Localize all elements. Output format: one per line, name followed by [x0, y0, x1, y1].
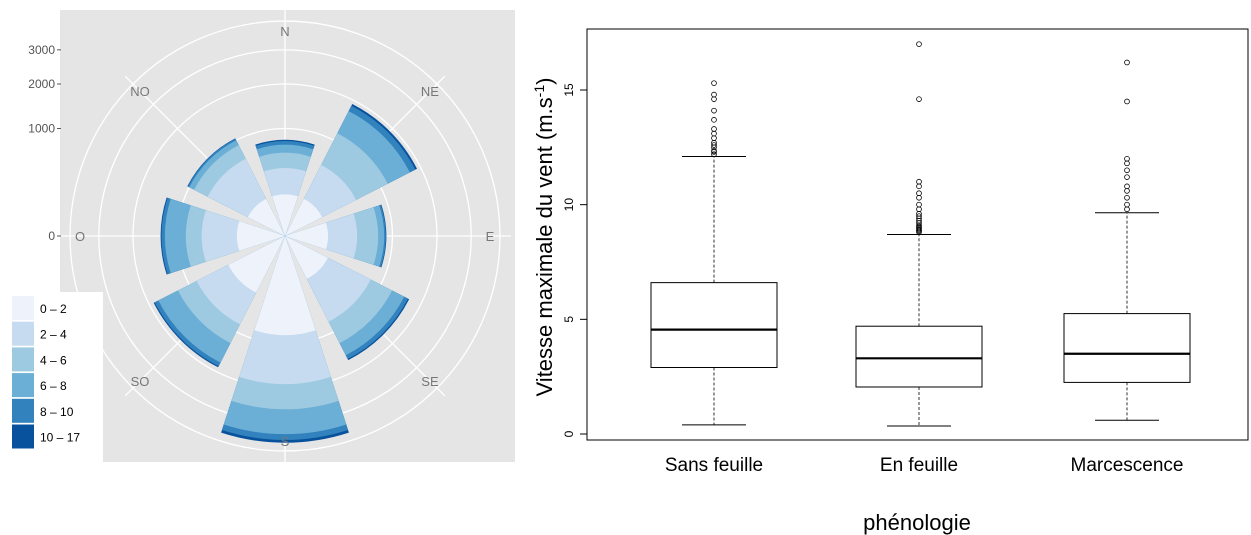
outlier-point [916, 41, 922, 47]
box-2 [1063, 59, 1191, 421]
outlier-point [711, 80, 717, 86]
boxplot-chart: 0 5 10 15 Sans feuille En feuille Marcescence… [531, 28, 1249, 535]
wedge-E-class-0 [285, 222, 328, 250]
x-axis-title: phénologie [863, 510, 971, 535]
y-tick-label: 0 [562, 430, 576, 437]
radial-tick-label: 3000 [28, 43, 55, 57]
legend-label: 4 – 6 [40, 353, 67, 367]
outlier-point [916, 213, 922, 219]
outlier-point [1124, 206, 1130, 213]
direction-label-O: O [75, 229, 85, 244]
iqr-box [855, 325, 983, 388]
wind-rose-wedges [153, 103, 418, 443]
legend-swatch [12, 398, 34, 423]
outlier-point [711, 135, 717, 141]
outlier-point [916, 190, 922, 197]
outlier-point [1124, 174, 1130, 180]
outlier-point [916, 96, 922, 102]
wedge-O-class-0 [236, 221, 285, 251]
direction-label-SE: SE [421, 374, 439, 389]
y-axis-title-end: ) [532, 78, 557, 85]
y-tick-label: 10 [562, 198, 576, 212]
wedge-NE-class-0 [285, 198, 323, 236]
wedge-S-class-0 [254, 236, 316, 336]
x-category-label: Sans feuille [665, 455, 763, 476]
outlier-point [711, 130, 717, 137]
direction-label-SO: SO [131, 374, 150, 389]
outlier-point [1124, 59, 1130, 66]
direction-label-NE: NE [421, 84, 439, 99]
outlier-point [1124, 160, 1130, 167]
wedge-SE-class-0 [285, 236, 328, 279]
legend-swatch [12, 373, 34, 398]
y-axis: 0 5 10 15 [562, 83, 588, 437]
outlier-point [711, 107, 717, 114]
box-1 [855, 41, 983, 427]
outlier-point [711, 151, 717, 158]
outlier-point [711, 117, 717, 123]
outlier-point [711, 142, 717, 148]
direction-label-S: S [281, 434, 290, 449]
wind-rose-radial-ticks: 0 1000 2000 3000 [28, 43, 61, 243]
legend-swatch [12, 424, 34, 449]
boxes [650, 41, 1191, 427]
radial-tick-label: 1000 [28, 122, 55, 136]
y-axis-title-superscript: -1 [531, 85, 547, 98]
outlier-point [711, 96, 717, 102]
legend-label: 2 – 4 [40, 328, 67, 342]
legend-label: 8 – 10 [40, 405, 74, 419]
direction-label-NO: NO [130, 84, 150, 99]
outlier-point [916, 178, 922, 185]
y-tick-label: 15 [562, 83, 576, 97]
outlier-point [1124, 183, 1130, 190]
direction-label-N: N [280, 24, 289, 39]
outlier-point [916, 201, 922, 208]
outlier-point [1124, 188, 1130, 194]
x-category-label: En feuille [880, 455, 958, 476]
outlier-point [1124, 194, 1130, 201]
box-0 [650, 80, 778, 426]
outlier-point [1124, 201, 1130, 208]
legend-label: 10 – 17 [40, 431, 80, 445]
wedge-N-class-0 [272, 194, 298, 236]
outlier-point [711, 126, 717, 132]
outlier-point [916, 183, 922, 190]
x-category-label: Marcescence [1071, 455, 1184, 476]
outlier-point [1124, 156, 1130, 162]
outlier-point [1124, 98, 1130, 105]
wind-rose-legend: 0 – 2 2 – 4 4 – 6 6 – 8 8 – 10 10 – 17 [10, 292, 103, 462]
outlier-point [711, 91, 717, 98]
outlier-point [1124, 167, 1130, 174]
outlier-point [711, 147, 717, 154]
legend-swatch [12, 296, 34, 320]
outlier-point [916, 194, 922, 201]
direction-label-E: E [486, 229, 495, 244]
wedge-SO-class-0 [228, 236, 285, 293]
x-axis-labels: Sans feuille En feuille Marcescence [665, 455, 1184, 476]
iqr-box [650, 282, 778, 368]
wind-rose-direction-labels: N NE E SE S SO O NO [75, 24, 495, 449]
outlier-point [916, 206, 922, 213]
legend-label: 6 – 8 [40, 379, 67, 393]
y-axis-title: Vitesse maximale du vent (m.s-1) [531, 78, 557, 397]
radial-tick-label: 0 [48, 229, 55, 243]
wind-rose-chart: N NE E SE S SO O NO 0 1000 2000 3000 0 – 2 2 – 4 4 –… [10, 10, 515, 462]
iqr-box [1063, 313, 1191, 383]
legend-label: 0 – 2 [40, 302, 67, 316]
y-axis-title-main: Vitesse maximale du vent (m.s [532, 97, 557, 396]
wedge-NO-class-0 [247, 198, 285, 236]
y-tick-label: 5 [562, 316, 576, 323]
legend-swatch [12, 321, 34, 346]
legend-swatch [12, 347, 34, 372]
radial-tick-label: 2000 [28, 77, 55, 91]
